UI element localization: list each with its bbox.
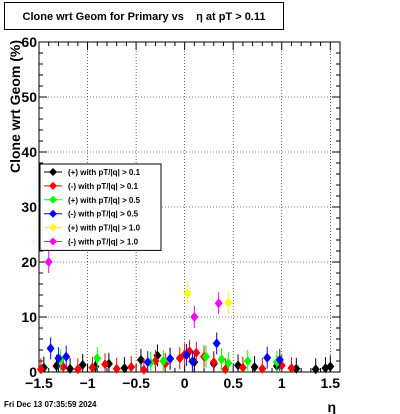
data-point [183, 288, 192, 299]
data-point [73, 364, 82, 375]
data-point [120, 363, 129, 374]
data-point [101, 359, 110, 370]
data-point [66, 363, 75, 374]
y-axis-label: Clone wrt Geom (%) [7, 40, 23, 173]
plot-frame [38, 41, 341, 373]
data-point [263, 352, 272, 363]
x-tick-label: 0.5 [223, 375, 243, 391]
x-axis-label: η [327, 399, 336, 414]
y-tick-label: 40 [21, 144, 37, 160]
data-point [326, 361, 335, 372]
y-tick-label: 20 [21, 254, 37, 270]
legend-marker [49, 181, 57, 190]
y-tick-label: 60 [21, 34, 37, 50]
data-point [36, 364, 45, 375]
legend-label: (-) with pT/|q| > 0.1 [68, 182, 139, 191]
data-point [112, 363, 121, 374]
data-point [166, 353, 175, 364]
data-point [62, 351, 71, 362]
data-point [127, 362, 136, 373]
x-tick-label: −0.5 [122, 375, 150, 391]
data-point [292, 363, 301, 374]
data-point [275, 354, 284, 365]
data-point [93, 353, 102, 364]
legend-label: (-) with pT/|q| > 1.0 [68, 238, 139, 247]
data-point [238, 362, 247, 373]
data-point [46, 343, 55, 354]
legend-marker [49, 195, 57, 204]
chart-title-box: Clone wrt Geom for Primary vs η at pT > … [4, 2, 284, 30]
y-tick-label: 50 [21, 89, 37, 105]
data-point [311, 364, 320, 375]
data-point [88, 362, 97, 373]
x-tick-label: −1.5 [25, 375, 53, 391]
legend-label: (+) with pT/|q| > 0.1 [68, 168, 141, 177]
data-point [243, 356, 252, 366]
data-point [212, 338, 221, 349]
data-point [224, 358, 233, 369]
legend-marker [49, 168, 57, 176]
data-point [192, 347, 201, 358]
legend-label: (+) with pT/|q| > 0.5 [68, 196, 141, 205]
x-tick-label: −1 [80, 375, 96, 391]
timestamp-footer: Fri Dec 13 07:35:59 2024 [4, 400, 97, 409]
y-tick-label: 10 [21, 309, 37, 325]
x-tick-label: 1.5 [321, 375, 341, 391]
data-point [188, 356, 197, 367]
data-point [136, 354, 145, 365]
data-point [209, 357, 218, 368]
legend-marker [49, 223, 57, 232]
legend-label: (+) with pT/|q| > 1.0 [68, 224, 141, 233]
legend-marker [49, 237, 57, 246]
data-point [159, 356, 168, 366]
legend-box [39, 163, 162, 251]
data-point [44, 257, 53, 267]
data-point [143, 357, 152, 368]
data-point [217, 354, 226, 365]
data-point [287, 363, 296, 374]
data-point [190, 312, 199, 322]
data-point [139, 364, 148, 375]
y-tick-label: 0 [29, 364, 37, 380]
data-point [224, 297, 233, 308]
y-tick-label: 30 [21, 199, 37, 215]
data-point [214, 298, 223, 309]
x-tick-label: 0 [181, 375, 189, 391]
data-point [258, 363, 267, 374]
x-tick-label: 1 [278, 375, 286, 391]
data-point [182, 349, 191, 360]
chart-title: Clone wrt Geom for Primary vs η at pT > … [22, 11, 266, 23]
data-point [78, 359, 87, 370]
data-point [250, 362, 259, 373]
legend-marker [49, 209, 57, 218]
data-point [202, 351, 211, 362]
data-point [59, 362, 68, 373]
data-point [54, 353, 63, 364]
legend-label: (-) with pT/|q| > 0.5 [68, 210, 139, 219]
